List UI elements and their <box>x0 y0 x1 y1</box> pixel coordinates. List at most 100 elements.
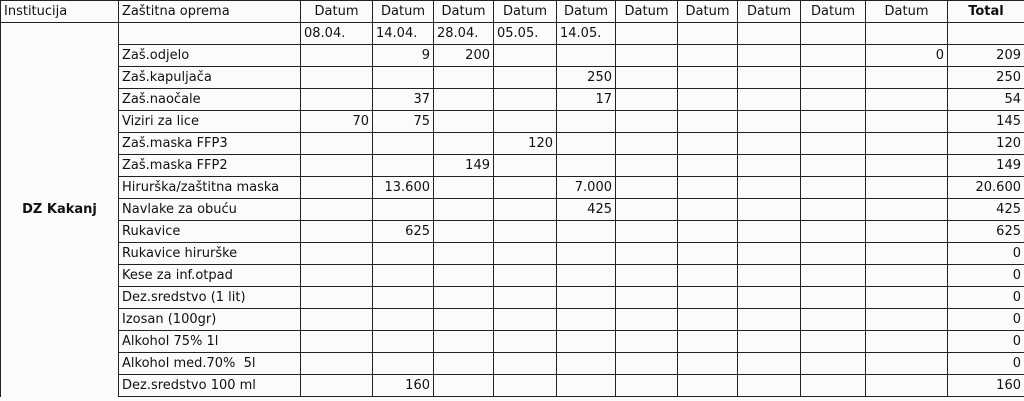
value-cell <box>800 220 866 243</box>
value-cell <box>737 132 801 155</box>
value-cell <box>737 352 801 375</box>
value-cell <box>800 286 866 309</box>
total-cell: 145 <box>947 110 1024 133</box>
value-cell <box>556 242 616 265</box>
empty-cell <box>947 22 1024 45</box>
value-cell <box>677 308 738 331</box>
value-cell <box>433 132 494 155</box>
item-cell: Navlake za obuću <box>118 198 301 221</box>
item-cell: Izosan (100gr) <box>118 308 301 331</box>
header-cell: Total <box>947 0 1024 23</box>
value-cell: 160 <box>372 374 434 397</box>
value-cell: 425 <box>556 198 616 221</box>
value-cell <box>677 264 738 287</box>
value-cell <box>677 198 738 221</box>
date-cell: 28.04. <box>433 22 494 45</box>
value-cell <box>677 352 738 375</box>
date-cell: 14.04. <box>372 22 434 45</box>
value-cell <box>865 330 948 353</box>
value-cell <box>372 66 434 89</box>
table-row: Dez.sredstvo 100 ml 160 160 <box>1 374 1024 397</box>
value-cell <box>556 220 616 243</box>
value-cell <box>615 374 678 397</box>
value-cell <box>800 154 866 177</box>
value-cell <box>615 352 678 375</box>
table-row: Viziri za lice 70 75 145 <box>1 110 1024 133</box>
value-cell <box>865 198 948 221</box>
value-cell <box>372 352 434 375</box>
value-cell <box>800 242 866 265</box>
value-cell <box>865 88 948 111</box>
value-cell <box>800 110 866 133</box>
item-cell: Kese za inf.otpad <box>118 264 301 287</box>
value-cell: 250 <box>556 66 616 89</box>
value-cell <box>800 198 866 221</box>
value-cell <box>800 176 866 199</box>
value-cell <box>433 176 494 199</box>
value-cell <box>556 110 616 133</box>
value-cell <box>677 220 738 243</box>
value-cell <box>300 132 373 155</box>
date-cell <box>737 22 801 45</box>
value-cell: 149 <box>433 154 494 177</box>
header-cell: Datum <box>493 0 557 23</box>
value-cell: 200 <box>433 44 494 67</box>
value-cell <box>372 286 434 309</box>
item-cell: Dez.sredstvo (1 lit) <box>118 286 301 309</box>
value-cell <box>372 198 434 221</box>
value-cell <box>737 220 801 243</box>
table-row: Hirurška/zaštitna maska 13.600 7.000 20.600 <box>1 176 1024 199</box>
value-cell <box>615 264 678 287</box>
value-cell <box>615 66 678 89</box>
value-cell: 37 <box>372 88 434 111</box>
value-cell <box>493 66 557 89</box>
value-cell <box>433 374 494 397</box>
total-cell: 425 <box>947 198 1024 221</box>
value-cell <box>677 242 738 265</box>
value-cell <box>677 286 738 309</box>
total-cell: 160 <box>947 374 1024 397</box>
value-cell <box>372 308 434 331</box>
item-cell: Zaš.odjelo <box>118 44 301 67</box>
value-cell <box>433 198 494 221</box>
total-cell: 20.600 <box>947 176 1024 199</box>
header-cell: Datum <box>556 0 616 23</box>
value-cell <box>372 330 434 353</box>
header-cell: Datum <box>372 0 434 23</box>
value-cell <box>615 176 678 199</box>
date-cell <box>865 22 948 45</box>
total-cell: 0 <box>947 352 1024 375</box>
item-cell: Dez.sredstvo 100 ml <box>118 374 301 397</box>
value-cell <box>493 352 557 375</box>
value-cell: 9 <box>372 44 434 67</box>
value-cell: 7.000 <box>556 176 616 199</box>
item-cell: Zaš.naočale <box>118 88 301 111</box>
value-cell <box>300 198 373 221</box>
value-cell <box>615 242 678 265</box>
value-cell <box>677 132 738 155</box>
value-cell <box>300 44 373 67</box>
item-cell: Alkohol 75% 1l <box>118 330 301 353</box>
value-cell <box>865 220 948 243</box>
total-cell: 250 <box>947 66 1024 89</box>
value-cell <box>493 176 557 199</box>
value-cell <box>433 88 494 111</box>
item-cell: Zaš.kapuljača <box>118 66 301 89</box>
item-cell: Zaš.maska FFP3 <box>118 132 301 155</box>
total-cell: 149 <box>947 154 1024 177</box>
table-row: Navlake za obuću 425 425 <box>1 198 1024 221</box>
value-cell <box>865 374 948 397</box>
value-cell <box>433 220 494 243</box>
date-cell <box>800 22 866 45</box>
value-cell <box>556 132 616 155</box>
value-cell <box>300 308 373 331</box>
total-cell: 0 <box>947 264 1024 287</box>
value-cell <box>615 220 678 243</box>
value-cell <box>372 154 434 177</box>
table-row: Zaš.kapuljača 250 250 <box>1 66 1024 89</box>
value-cell <box>433 66 494 89</box>
value-cell <box>677 374 738 397</box>
